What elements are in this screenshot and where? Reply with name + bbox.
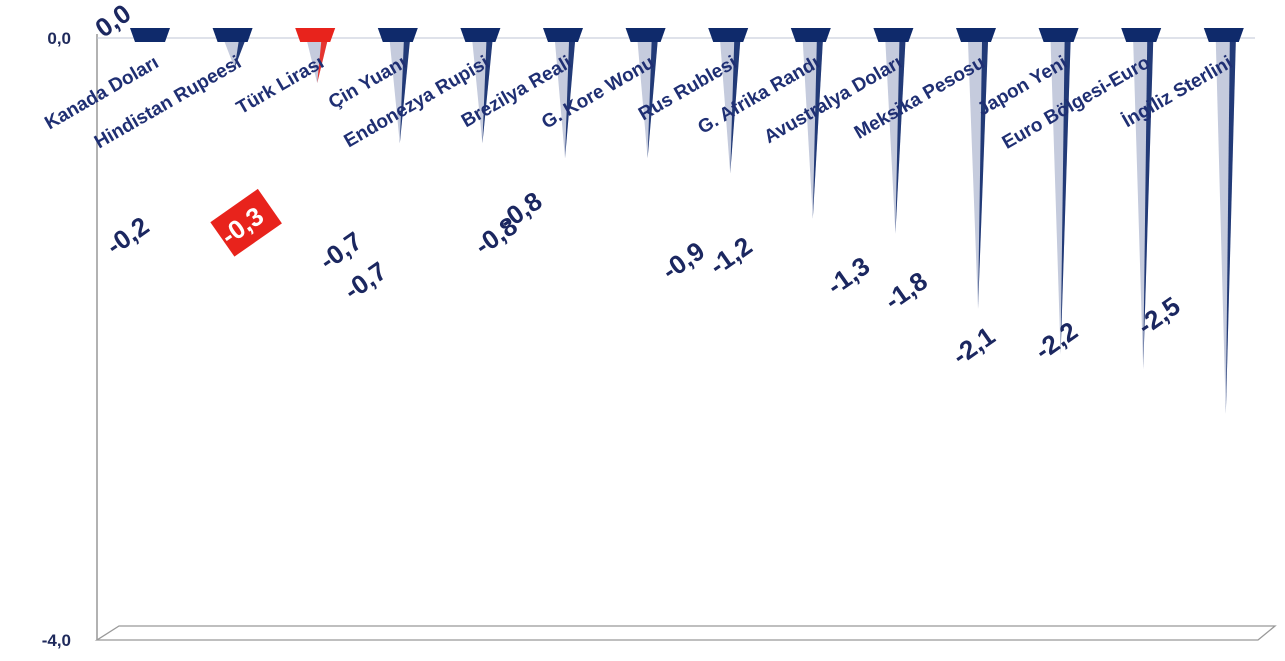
value-label: -1,3 bbox=[821, 250, 875, 300]
bar-cap-5 bbox=[460, 28, 501, 42]
chart-floor bbox=[94, 625, 1277, 641]
value-label: -2,2 bbox=[1029, 315, 1083, 365]
bar-13 bbox=[1143, 42, 1154, 370]
bar-cap-2 bbox=[212, 28, 253, 42]
category-label: Euro Bölgesi-Euro bbox=[999, 52, 1154, 154]
bar-7 bbox=[647, 42, 658, 159]
bar-cap-14 bbox=[1203, 28, 1244, 42]
bar-11 bbox=[978, 42, 988, 309]
bar-cap-10 bbox=[873, 28, 914, 42]
bar-cap-13 bbox=[1121, 28, 1162, 42]
bar-cap-12 bbox=[1038, 28, 1079, 42]
y-tick-label: 0,0 bbox=[47, 29, 71, 48]
value-label: -1,2 bbox=[704, 230, 758, 280]
bar-3 bbox=[317, 42, 328, 84]
chart-bars bbox=[130, 28, 1244, 415]
value-badge-highlight bbox=[210, 188, 282, 257]
bar-cap-8 bbox=[708, 28, 749, 42]
bar-2 bbox=[234, 42, 245, 69]
chart-axes bbox=[94, 34, 1277, 641]
bar-10 bbox=[895, 42, 906, 234]
value-labels: 0,0-0,2 -0,3 -0,7-0,7-0,8-0,8-0,9-1,2 -1,3-… bbox=[89, 0, 1185, 371]
bar-14 bbox=[1225, 42, 1236, 415]
value-label: -2,5 bbox=[1132, 290, 1186, 340]
bar-cap-9 bbox=[790, 28, 831, 42]
category-label: Endonezya Rupisi bbox=[341, 52, 493, 152]
bar-cap-11 bbox=[956, 28, 996, 42]
value-label: -1,8 bbox=[879, 265, 933, 315]
bar-9 bbox=[812, 42, 823, 219]
value-label: -0,9 bbox=[656, 235, 710, 285]
category-label: Hindistan Rupeesi bbox=[91, 52, 245, 153]
value-label: -0,2 bbox=[100, 210, 154, 260]
bar-cap-3 bbox=[295, 28, 336, 42]
bar-cap-1 bbox=[130, 28, 170, 42]
bar-cap-4 bbox=[377, 28, 418, 42]
bar-12 bbox=[1060, 42, 1071, 355]
bar-4 bbox=[399, 42, 410, 144]
bar-8 bbox=[730, 42, 741, 174]
bar-6 bbox=[565, 42, 575, 159]
category-label: Avustralya Doları bbox=[761, 52, 906, 148]
y-axis-ticks: 0,0 -4,0 bbox=[42, 29, 71, 650]
y-tick-label: -4,0 bbox=[42, 631, 71, 650]
bar-cap-7 bbox=[625, 28, 666, 42]
category-label: Türk Lirası bbox=[233, 52, 328, 119]
value-label: -2,1 bbox=[946, 320, 1000, 370]
bar-cap-6 bbox=[543, 28, 583, 42]
bar-5 bbox=[482, 42, 493, 144]
